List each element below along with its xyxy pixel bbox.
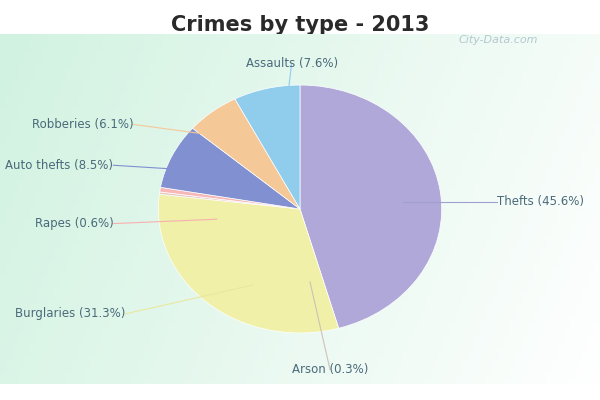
Text: City-Data.com: City-Data.com	[458, 35, 538, 45]
Text: Burglaries (31.3%): Burglaries (31.3%)	[14, 308, 125, 320]
Wedge shape	[300, 85, 442, 328]
Wedge shape	[161, 128, 300, 209]
Text: Auto thefts (8.5%): Auto thefts (8.5%)	[5, 159, 113, 172]
Text: Crimes by type - 2013: Crimes by type - 2013	[171, 15, 429, 35]
Text: Rapes (0.6%): Rapes (0.6%)	[35, 217, 113, 230]
Wedge shape	[160, 192, 300, 209]
Text: Assaults (7.6%): Assaults (7.6%)	[245, 57, 338, 70]
Text: Thefts (45.6%): Thefts (45.6%)	[497, 195, 584, 208]
Wedge shape	[158, 194, 338, 333]
Wedge shape	[160, 187, 300, 209]
Wedge shape	[193, 99, 300, 209]
Text: Robberies (6.1%): Robberies (6.1%)	[32, 118, 133, 131]
Wedge shape	[235, 85, 300, 209]
Text: Arson (0.3%): Arson (0.3%)	[292, 363, 368, 376]
